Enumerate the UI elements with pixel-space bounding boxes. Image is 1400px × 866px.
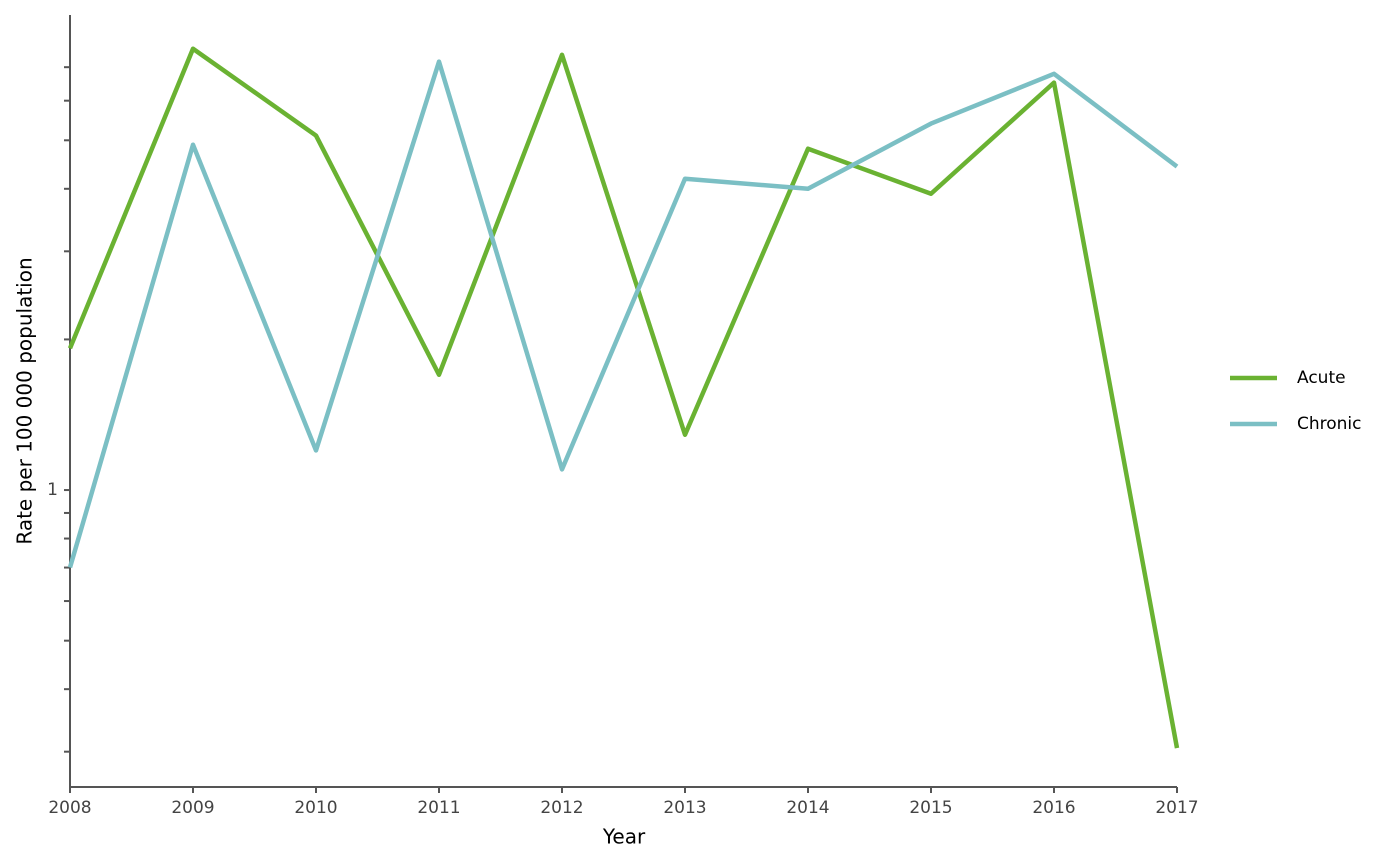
legend-label: Acute <box>1297 368 1346 388</box>
line-series <box>67 46 1180 749</box>
y-tick-label: 1 <box>47 480 58 500</box>
x-tick-label: 2011 <box>417 798 460 818</box>
x-tick-label: 2008 <box>48 798 91 818</box>
y-axis-label: Rate per 100 000 population <box>13 257 37 544</box>
x-tick-label: 2016 <box>1032 798 1075 818</box>
x-tick-label: 2017 <box>1155 798 1198 818</box>
line-series <box>67 59 1179 569</box>
x-tick-label: 2010 <box>294 798 337 818</box>
x-tick-label: 2015 <box>909 798 952 818</box>
x-tick-label: 2012 <box>540 798 583 818</box>
x-tick-label: 2013 <box>663 798 706 818</box>
x-axis-label: Year <box>602 825 646 849</box>
x-tick-label: 2009 <box>171 798 214 818</box>
legend-label: Chronic <box>1297 414 1362 434</box>
x-tick-label: 2014 <box>786 798 829 818</box>
